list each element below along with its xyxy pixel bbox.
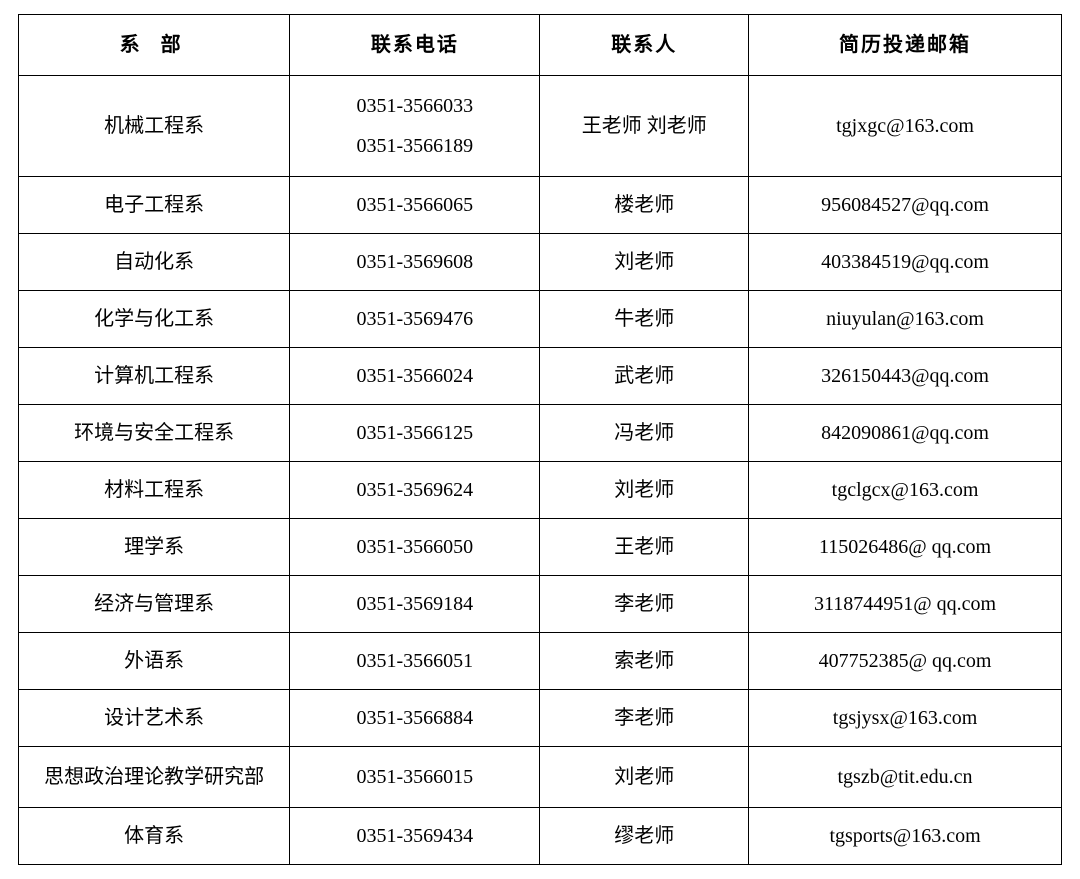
cell-phone: 0351-35660330351-3566189	[290, 76, 540, 177]
cell-phone: 0351-3566051	[290, 633, 540, 690]
cell-dept: 电子工程系	[19, 177, 290, 234]
cell-contact: 牛老师	[540, 291, 749, 348]
cell-phone: 0351-3569476	[290, 291, 540, 348]
table-row: 机械工程系0351-35660330351-3566189王老师 刘老师tgjx…	[19, 76, 1062, 177]
table-row: 自动化系0351-3569608刘老师403384519@qq.com	[19, 234, 1062, 291]
cell-contact: 冯老师	[540, 405, 749, 462]
cell-email: 403384519@qq.com	[749, 234, 1062, 291]
cell-contact: 李老师	[540, 576, 749, 633]
table-row: 理学系0351-3566050王老师115026486@ qq.com	[19, 519, 1062, 576]
cell-phone: 0351-3569184	[290, 576, 540, 633]
cell-phone: 0351-3566050	[290, 519, 540, 576]
table-header-row: 系 部 联系电话 联系人 简历投递邮箱	[19, 15, 1062, 76]
cell-dept: 外语系	[19, 633, 290, 690]
col-header-phone: 联系电话	[290, 15, 540, 76]
table-row: 外语系0351-3566051索老师407752385@ qq.com	[19, 633, 1062, 690]
cell-dept: 材料工程系	[19, 462, 290, 519]
cell-email: niuyulan@163.com	[749, 291, 1062, 348]
cell-email: tgsjysx@163.com	[749, 690, 1062, 747]
col-header-dept: 系 部	[19, 15, 290, 76]
cell-dept: 计算机工程系	[19, 348, 290, 405]
cell-contact: 王老师 刘老师	[540, 76, 749, 177]
cell-contact: 刘老师	[540, 747, 749, 808]
cell-dept: 设计艺术系	[19, 690, 290, 747]
cell-dept: 体育系	[19, 808, 290, 865]
cell-phone: 0351-3566024	[290, 348, 540, 405]
cell-dept: 环境与安全工程系	[19, 405, 290, 462]
cell-contact: 楼老师	[540, 177, 749, 234]
table-row: 电子工程系0351-3566065楼老师956084527@qq.com	[19, 177, 1062, 234]
cell-email: tgclgcx@163.com	[749, 462, 1062, 519]
col-header-contact: 联系人	[540, 15, 749, 76]
cell-email: tgjxgc@163.com	[749, 76, 1062, 177]
cell-dept: 思想政治理论教学研究部	[19, 747, 290, 808]
cell-dept: 机械工程系	[19, 76, 290, 177]
cell-contact: 李老师	[540, 690, 749, 747]
cell-dept: 自动化系	[19, 234, 290, 291]
contact-table-wrapper: 系 部 联系电话 联系人 简历投递邮箱 机械工程系0351-3566033035…	[0, 0, 1080, 879]
table-row: 思想政治理论教学研究部0351-3566015刘老师tgszb@tit.edu.…	[19, 747, 1062, 808]
table-row: 计算机工程系0351-3566024武老师326150443@qq.com	[19, 348, 1062, 405]
cell-email: 115026486@ qq.com	[749, 519, 1062, 576]
table-row: 化学与化工系0351-3569476牛老师niuyulan@163.com	[19, 291, 1062, 348]
cell-contact: 索老师	[540, 633, 749, 690]
cell-email: 842090861@qq.com	[749, 405, 1062, 462]
table-row: 体育系0351-3569434缪老师tgsports@163.com	[19, 808, 1062, 865]
cell-dept: 化学与化工系	[19, 291, 290, 348]
col-header-email: 简历投递邮箱	[749, 15, 1062, 76]
cell-email: 407752385@ qq.com	[749, 633, 1062, 690]
cell-phone: 0351-3566065	[290, 177, 540, 234]
cell-phone: 0351-3566015	[290, 747, 540, 808]
cell-contact: 王老师	[540, 519, 749, 576]
table-body: 机械工程系0351-35660330351-3566189王老师 刘老师tgjx…	[19, 76, 1062, 865]
cell-phone: 0351-3569608	[290, 234, 540, 291]
table-row: 材料工程系0351-3569624刘老师tgclgcx@163.com	[19, 462, 1062, 519]
cell-contact: 缪老师	[540, 808, 749, 865]
cell-email: 956084527@qq.com	[749, 177, 1062, 234]
table-row: 经济与管理系0351-3569184李老师3118744951@ qq.com	[19, 576, 1062, 633]
table-row: 设计艺术系0351-3566884李老师tgsjysx@163.com	[19, 690, 1062, 747]
cell-email: tgszb@tit.edu.cn	[749, 747, 1062, 808]
cell-dept: 经济与管理系	[19, 576, 290, 633]
cell-email: 3118744951@ qq.com	[749, 576, 1062, 633]
cell-email: tgsports@163.com	[749, 808, 1062, 865]
contact-table: 系 部 联系电话 联系人 简历投递邮箱 机械工程系0351-3566033035…	[18, 14, 1062, 865]
cell-phone: 0351-3566125	[290, 405, 540, 462]
table-row: 环境与安全工程系0351-3566125冯老师842090861@qq.com	[19, 405, 1062, 462]
cell-phone: 0351-3566884	[290, 690, 540, 747]
cell-contact: 武老师	[540, 348, 749, 405]
cell-phone: 0351-3569434	[290, 808, 540, 865]
cell-contact: 刘老师	[540, 462, 749, 519]
cell-phone: 0351-3569624	[290, 462, 540, 519]
cell-email: 326150443@qq.com	[749, 348, 1062, 405]
cell-contact: 刘老师	[540, 234, 749, 291]
cell-dept: 理学系	[19, 519, 290, 576]
